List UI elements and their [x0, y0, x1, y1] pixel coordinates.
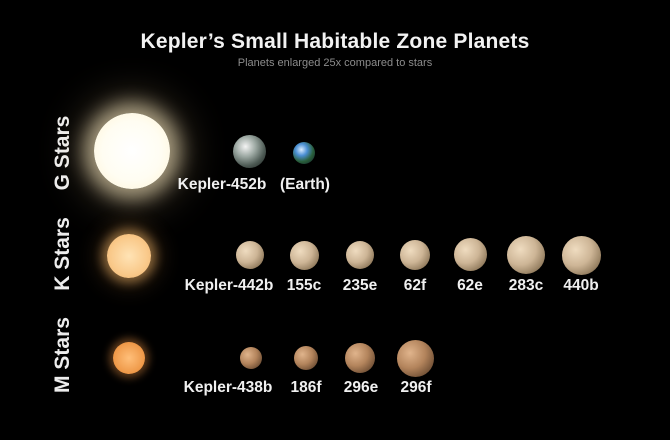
planet-62e — [454, 238, 487, 271]
planet-label-296f: 296f — [400, 379, 432, 396]
planet-earth — [293, 142, 315, 164]
planet-283c — [507, 236, 545, 274]
planet-label-283c: 283c — [508, 277, 544, 294]
planet-155c — [290, 241, 319, 270]
g-star — [94, 113, 170, 189]
planet-label-296e: 296e — [343, 379, 379, 396]
planet-label-earth: (Earth) — [280, 176, 330, 193]
planet-296f — [397, 340, 434, 377]
planet-186f — [294, 346, 318, 370]
planet-235e — [346, 241, 374, 269]
planet-label-440b: 440b — [563, 277, 599, 294]
planet-label-kepler-452b: Kepler-452b — [177, 176, 267, 193]
diagram-title: Kepler’s Small Habitable Zone Planets — [140, 30, 530, 53]
row-label-m-stars: M Stars — [51, 317, 74, 393]
planet-label-62f: 62f — [403, 277, 427, 294]
planet-label-kepler-442b: Kepler-442b — [184, 277, 274, 294]
planet-440b — [562, 236, 601, 275]
planet-62f — [400, 240, 430, 270]
planet-label-186f: 186f — [290, 379, 322, 396]
m-star — [113, 342, 145, 374]
planet-label-235e: 235e — [342, 277, 378, 294]
planet-label-62e: 62e — [457, 277, 483, 294]
diagram-subtitle: Planets enlarged 25x compared to stars — [237, 57, 433, 69]
planet-296e — [345, 343, 375, 373]
planet-kepler-452b — [233, 135, 266, 168]
planet-kepler-442b — [236, 241, 264, 269]
planet-kepler-438b — [240, 347, 262, 369]
planet-label-155c: 155c — [286, 277, 322, 294]
k-star — [107, 234, 151, 278]
planet-label-kepler-438b: Kepler-438b — [183, 379, 273, 396]
